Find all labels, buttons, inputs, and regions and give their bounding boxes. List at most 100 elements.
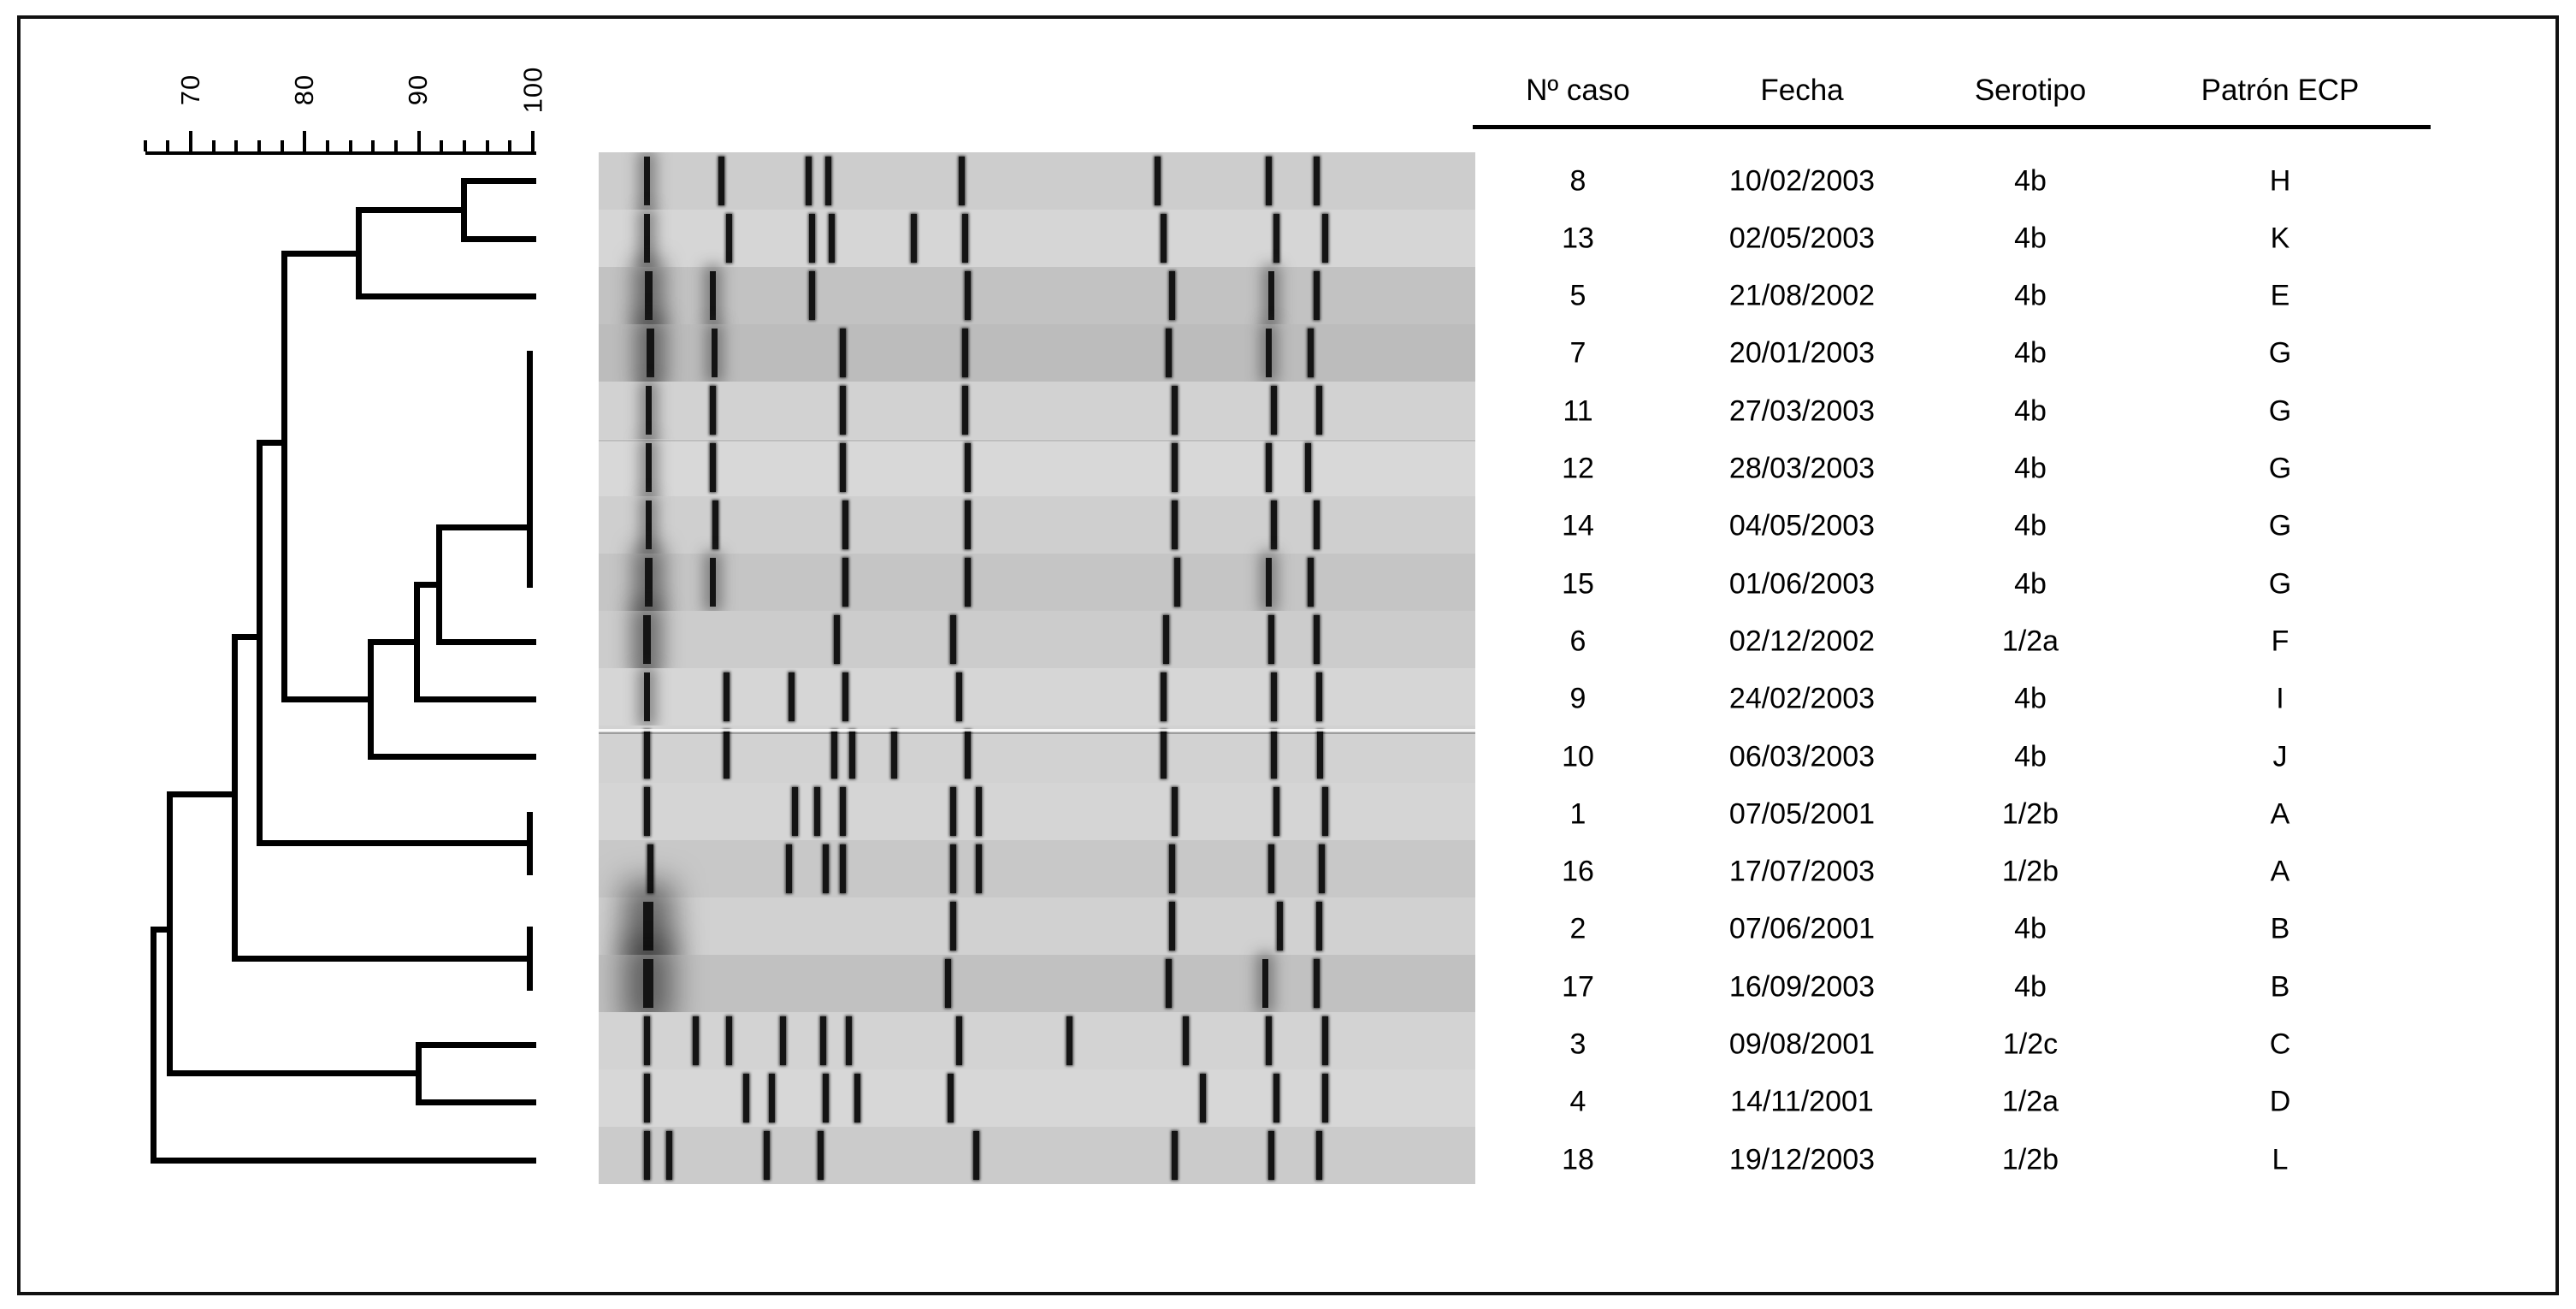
- gel-band: [665, 1131, 672, 1180]
- scale-minor-tick: [280, 140, 284, 151]
- gel-band: [723, 730, 730, 779]
- gel-band: [1321, 214, 1328, 263]
- gel-band: [1171, 1131, 1178, 1180]
- dendrogram-branch: [256, 439, 263, 846]
- gel-band: [643, 959, 653, 1008]
- cell-patron: G: [2268, 394, 2292, 428]
- gel-band: [1160, 672, 1167, 721]
- cell-caso: 16: [1562, 855, 1594, 888]
- dendrogram-branch: [231, 633, 238, 962]
- cell-serotipo: 4b: [2014, 912, 2047, 945]
- scale-minor-tick: [462, 140, 466, 151]
- gel-band: [1261, 959, 1268, 1008]
- gel-band: [1171, 386, 1178, 435]
- cell-patron: A: [2270, 855, 2290, 888]
- gel-band: [839, 787, 846, 836]
- cell-patron: B: [2270, 912, 2290, 945]
- gel-band: [1168, 902, 1175, 951]
- gel-band: [822, 1074, 829, 1122]
- gel-band: [725, 1016, 732, 1065]
- cell-caso: 8: [1569, 164, 1586, 197]
- gel-band: [1162, 615, 1169, 664]
- gel-band: [788, 672, 795, 721]
- gel-band: [819, 1016, 826, 1065]
- cell-fecha: 04/05/2003: [1728, 509, 1876, 542]
- gel-band: [779, 1016, 786, 1065]
- cell-fecha: 07/06/2001: [1728, 912, 1876, 945]
- cell-serotipo: 4b: [2014, 567, 2047, 601]
- gel-band: [1304, 443, 1311, 492]
- gel-band: [1316, 730, 1323, 779]
- gel-lane: [599, 152, 1475, 210]
- gel-lane: [599, 1069, 1475, 1127]
- dendrogram-branch: [415, 1099, 536, 1105]
- gel-band: [955, 1016, 962, 1065]
- cell-patron: A: [2270, 797, 2290, 831]
- gel-band: [1270, 500, 1277, 549]
- gel-band: [1270, 730, 1277, 779]
- gel-band: [709, 271, 716, 320]
- gel-band: [955, 672, 962, 721]
- gel-band: [1276, 902, 1283, 951]
- gel-band: [1321, 1016, 1328, 1065]
- cell-patron: J: [2272, 740, 2288, 773]
- scale-minor-tick: [166, 140, 170, 151]
- column-header-serotipo: Serotipo: [1974, 74, 2087, 107]
- gel-band: [1171, 443, 1178, 492]
- gel-band: [1313, 271, 1320, 320]
- cell-caso: 5: [1569, 279, 1586, 312]
- gel-band: [646, 329, 654, 377]
- gel-band: [958, 157, 965, 205]
- gel-band: [1315, 1131, 1322, 1180]
- gel-band: [768, 1074, 775, 1122]
- gel-band: [1165, 959, 1172, 1008]
- cell-patron: H: [2269, 164, 2291, 197]
- gel-band: [808, 271, 815, 320]
- dendrogram-branch: [526, 350, 533, 588]
- gel-band: [839, 443, 846, 492]
- gel-band: [1168, 271, 1175, 320]
- dendrogram-branch: [281, 696, 374, 702]
- gel-band: [842, 500, 848, 549]
- gel-lane: [599, 955, 1475, 1012]
- gel-lane: [599, 554, 1475, 611]
- scale-minor-tick: [348, 140, 352, 151]
- cell-patron: K: [2270, 222, 2290, 255]
- gel-band: [845, 1016, 852, 1065]
- gel-band: [709, 558, 716, 607]
- cell-caso: 7: [1569, 336, 1586, 370]
- cell-patron: L: [2272, 1143, 2289, 1176]
- gel-band: [808, 214, 815, 263]
- cell-serotipo: 1/2b: [2001, 797, 2059, 831]
- gel-band: [1265, 558, 1272, 607]
- gel-band: [828, 214, 835, 263]
- dendrogram-branch: [166, 1069, 422, 1076]
- scale-tick-label: 70: [174, 74, 205, 106]
- gel-lane: [599, 324, 1475, 382]
- gel-lane: [599, 1127, 1475, 1184]
- dendrogram-branch: [281, 250, 287, 702]
- gel-band: [1265, 443, 1272, 492]
- scale-minor-tick: [211, 140, 216, 151]
- cell-caso: 13: [1562, 222, 1594, 255]
- gel-band: [1165, 329, 1172, 377]
- gel-band: [1199, 1074, 1206, 1122]
- gel-band: [1270, 672, 1277, 721]
- gel-band: [1066, 1016, 1072, 1065]
- gel-band: [647, 844, 653, 893]
- gel-band: [975, 844, 982, 893]
- cell-patron: E: [2270, 279, 2290, 312]
- scale-minor-tick: [325, 140, 329, 151]
- dendrogram-branch: [150, 1157, 536, 1164]
- gel-lane: [599, 611, 1475, 668]
- gel-band: [1315, 902, 1322, 951]
- scale-minor-tick: [257, 140, 261, 151]
- dendrogram-branch: [231, 633, 263, 640]
- gel-band: [742, 1074, 749, 1122]
- gel-band: [1171, 500, 1178, 549]
- cell-fecha: 27/03/2003: [1728, 394, 1876, 428]
- gel-lane: [599, 439, 1475, 496]
- gel-lane: [599, 382, 1475, 439]
- cell-fecha: 01/06/2003: [1728, 567, 1876, 601]
